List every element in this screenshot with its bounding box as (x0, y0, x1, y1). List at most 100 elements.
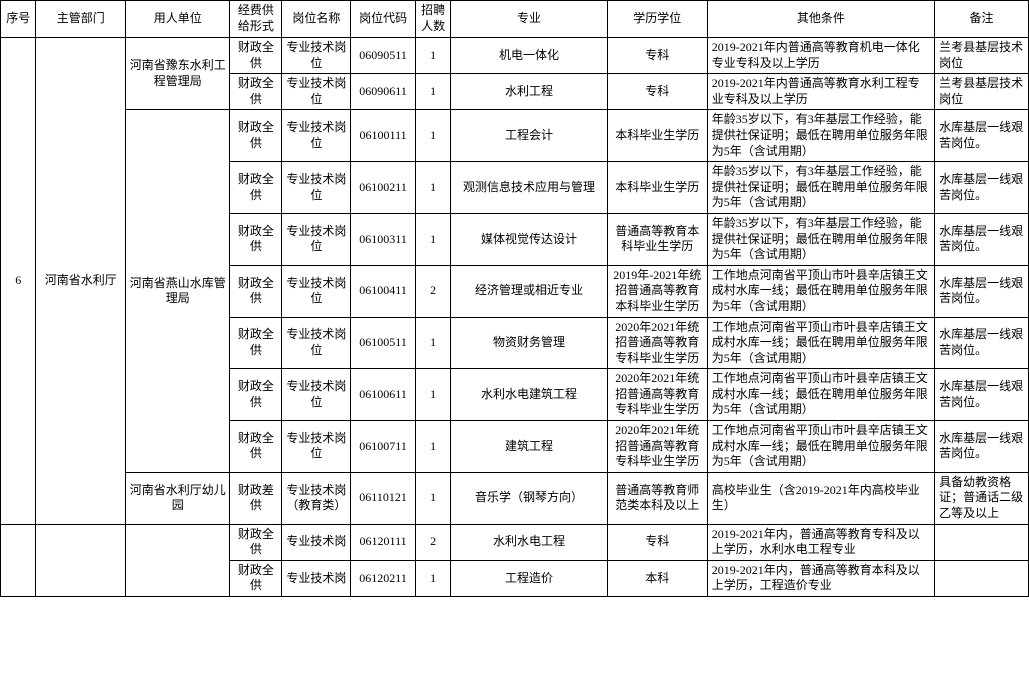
major-cell: 水利水电建筑工程 (451, 369, 607, 421)
edu-cell: 专科 (607, 74, 707, 110)
edu-cell: 2020年2021年统招普通高等教育专科毕业生学历 (607, 317, 707, 369)
num-cell: 1 (415, 110, 450, 162)
major-cell: 工程会计 (451, 110, 607, 162)
dept-cell (36, 524, 126, 596)
employer-cell (126, 524, 230, 596)
edu-cell: 普通高等教育师范类本科及以上 (607, 472, 707, 524)
edu-cell: 2020年2021年统招普通高等教育专科毕业生学历 (607, 369, 707, 421)
num-cell: 2 (415, 524, 450, 560)
code-cell: 06100711 (351, 421, 416, 473)
col-header-8: 学历学位 (607, 1, 707, 38)
fund-cell: 财政全供 (230, 74, 282, 110)
code-cell: 06090611 (351, 74, 416, 110)
col-header-5: 岗位代码 (351, 1, 416, 38)
col-header-4: 岗位名称 (282, 1, 351, 38)
employer-cell: 河南省燕山水库管理局 (126, 110, 230, 472)
remark-cell (935, 560, 1029, 596)
employer-cell: 河南省水利厅幼儿园 (126, 472, 230, 524)
recruitment-table: 序号主管部门用人单位经费供给形式岗位名称岗位代码招聘人数专业学历学位其他条件备注… (0, 0, 1029, 597)
other-cell: 工作地点河南省平顶山市叶县辛店镇王文成村水库一线；最低在聘用单位服务年限为5年（… (707, 421, 934, 473)
post-cell: 专业技术岗 (282, 524, 351, 560)
major-cell: 物资财务管理 (451, 317, 607, 369)
code-cell: 06110121 (351, 472, 416, 524)
other-cell: 2019-2021年内普通高等教育机电一体化专业专科及以上学历 (707, 38, 934, 74)
other-cell: 年龄35岁以下，有3年基层工作经验，能提供社保证明；最低在聘用单位服务年限为5年… (707, 213, 934, 265)
col-header-6: 招聘人数 (415, 1, 450, 38)
fund-cell: 财政全供 (230, 524, 282, 560)
major-cell: 音乐学（钢琴方向） (451, 472, 607, 524)
fund-cell: 财政全供 (230, 38, 282, 74)
code-cell: 06120111 (351, 524, 416, 560)
code-cell: 06100111 (351, 110, 416, 162)
fund-cell: 财政全供 (230, 162, 282, 214)
major-cell: 水利工程 (451, 74, 607, 110)
col-header-9: 其他条件 (707, 1, 934, 38)
other-cell: 工作地点河南省平顶山市叶县辛店镇王文成村水库一线；最低在聘用单位服务年限为5年（… (707, 369, 934, 421)
num-cell: 1 (415, 472, 450, 524)
post-cell: 专业技术岗位 (282, 265, 351, 317)
fund-cell: 财政全供 (230, 369, 282, 421)
col-header-0: 序号 (1, 1, 36, 38)
post-cell: 专业技术岗位 (282, 213, 351, 265)
post-cell: 专业技术岗位 (282, 110, 351, 162)
edu-cell: 2020年2021年统招普通高等教育专科毕业生学历 (607, 421, 707, 473)
table-header-row: 序号主管部门用人单位经费供给形式岗位名称岗位代码招聘人数专业学历学位其他条件备注 (1, 1, 1029, 38)
table-row: 河南省水利厅幼儿园财政差供专业技术岗（教育类）061101211音乐学（钢琴方向… (1, 472, 1029, 524)
remark-cell: 兰考县基层技术岗位 (935, 74, 1029, 110)
fund-cell: 财政全供 (230, 317, 282, 369)
col-header-7: 专业 (451, 1, 607, 38)
fund-cell: 财政全供 (230, 560, 282, 596)
other-cell: 工作地点河南省平顶山市叶县辛店镇王文成村水库一线；最低在聘用单位服务年限为5年（… (707, 265, 934, 317)
employer-cell: 河南省豫东水利工程管理局 (126, 38, 230, 110)
code-cell: 06090511 (351, 38, 416, 74)
code-cell: 06120211 (351, 560, 416, 596)
num-cell: 1 (415, 74, 450, 110)
edu-cell: 本科 (607, 560, 707, 596)
remark-cell: 兰考县基层技术岗位 (935, 38, 1029, 74)
post-cell: 专业技术岗（教育类） (282, 472, 351, 524)
code-cell: 06100411 (351, 265, 416, 317)
edu-cell: 专科 (607, 524, 707, 560)
code-cell: 06100611 (351, 369, 416, 421)
other-cell: 高校毕业生（含2019-2021年内高校毕业生） (707, 472, 934, 524)
edu-cell: 本科毕业生学历 (607, 162, 707, 214)
other-cell: 2019-2021年内，普通高等教育本科及以上学历，工程造价专业 (707, 560, 934, 596)
post-cell: 专业技术岗位 (282, 38, 351, 74)
num-cell: 1 (415, 421, 450, 473)
remark-cell: 水库基层一线艰苦岗位。 (935, 265, 1029, 317)
major-cell: 媒体视觉传达设计 (451, 213, 607, 265)
edu-cell: 普通高等教育本科毕业生学历 (607, 213, 707, 265)
fund-cell: 财政全供 (230, 265, 282, 317)
code-cell: 06100311 (351, 213, 416, 265)
num-cell: 1 (415, 213, 450, 265)
post-cell: 专业技术岗位 (282, 317, 351, 369)
remark-cell: 水库基层一线艰苦岗位。 (935, 110, 1029, 162)
num-cell: 1 (415, 560, 450, 596)
table-row: 财政全供专业技术岗061201112水利水电工程专科2019-2021年内，普通… (1, 524, 1029, 560)
major-cell: 水利水电工程 (451, 524, 607, 560)
fund-cell: 财政全供 (230, 213, 282, 265)
remark-cell: 水库基层一线艰苦岗位。 (935, 162, 1029, 214)
num-cell: 1 (415, 369, 450, 421)
col-header-10: 备注 (935, 1, 1029, 38)
other-cell: 工作地点河南省平顶山市叶县辛店镇王文成村水库一线；最低在聘用单位服务年限为5年（… (707, 317, 934, 369)
fund-cell: 财政差供 (230, 472, 282, 524)
other-cell: 2019-2021年内，普通高等教育专科及以上学历，水利水电工程专业 (707, 524, 934, 560)
col-header-3: 经费供给形式 (230, 1, 282, 38)
edu-cell: 2019年-2021年统招普通高等教育本科毕业生学历 (607, 265, 707, 317)
major-cell: 建筑工程 (451, 421, 607, 473)
post-cell: 专业技术岗位 (282, 162, 351, 214)
post-cell: 专业技术岗位 (282, 369, 351, 421)
code-cell: 06100211 (351, 162, 416, 214)
other-cell: 2019-2021年内普通高等教育水利工程专业专科及以上学历 (707, 74, 934, 110)
num-cell: 2 (415, 265, 450, 317)
remark-cell: 水库基层一线艰苦岗位。 (935, 369, 1029, 421)
col-header-2: 用人单位 (126, 1, 230, 38)
major-cell: 经济管理或相近专业 (451, 265, 607, 317)
table-row: 河南省燕山水库管理局财政全供专业技术岗位061001111工程会计本科毕业生学历… (1, 110, 1029, 162)
other-cell: 年龄35岁以下，有3年基层工作经验，能提供社保证明；最低在聘用单位服务年限为5年… (707, 162, 934, 214)
edu-cell: 专科 (607, 38, 707, 74)
col-header-1: 主管部门 (36, 1, 126, 38)
remark-cell: 具备幼教资格证；普通话二级乙等及以上 (935, 472, 1029, 524)
seq-cell (1, 524, 36, 596)
